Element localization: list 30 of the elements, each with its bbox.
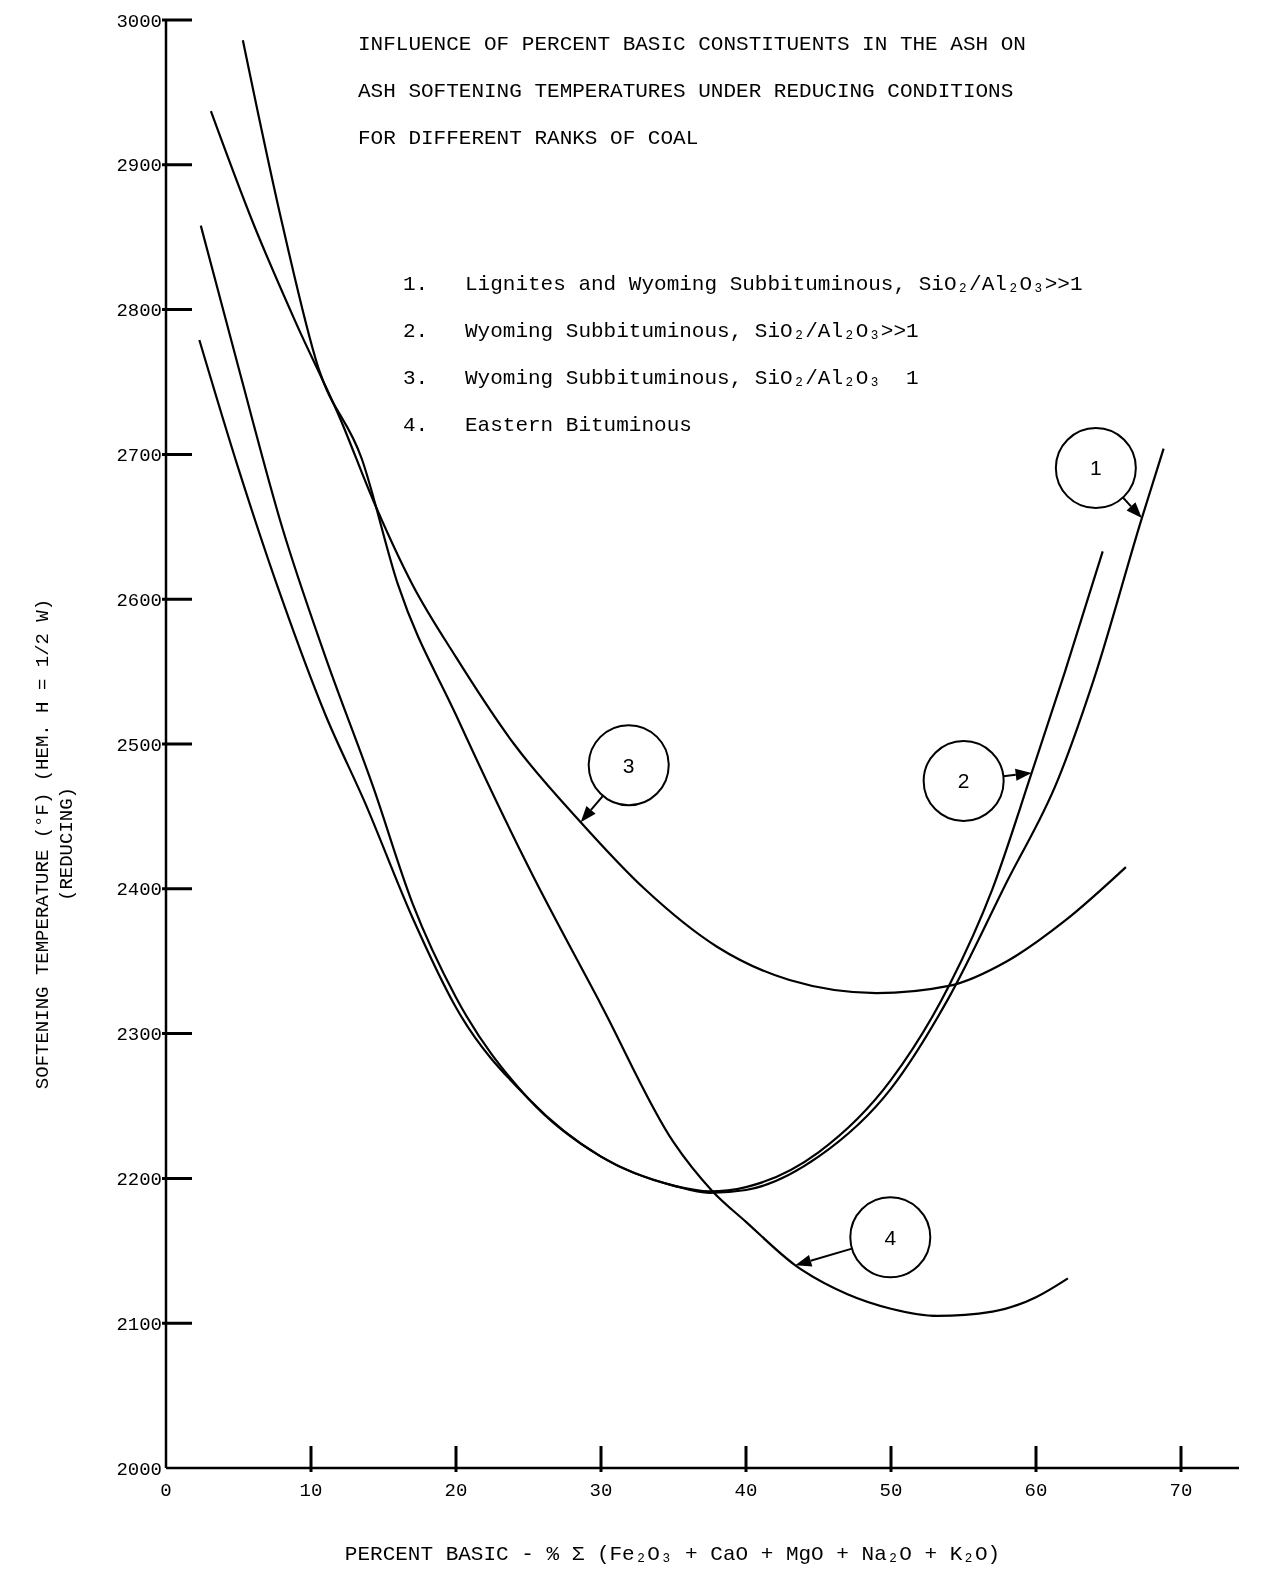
y-tick-label: 3000 bbox=[116, 10, 162, 33]
text: INFLUENCE OF PERCENT BASIC CONSTITUENTS IN THE ASH ON ASH SOFTENING TEMPERATURES UNDER REDUCING CONDITIONS FOR DIFFERENT RANKS OF COAL bbox=[358, 33, 1026, 150]
y-tick-label: 2000 bbox=[116, 1458, 162, 1481]
x-tick-label: 30 bbox=[589, 1480, 613, 1502]
text: 3. Wyoming Subbituminous, SiO₂/Al₂O₃ 1 bbox=[403, 367, 919, 390]
y-axis-title: SOFTENING TEMPERATURE (°F) (HEM. H = 1/2 W) (REDUCING) bbox=[32, 598, 78, 1090]
x-tick-label: 60 bbox=[1024, 1480, 1048, 1502]
x-tick-label: 20 bbox=[444, 1480, 468, 1502]
y-tick-label: 2500 bbox=[116, 734, 162, 757]
text: 4. Eastern Bituminous bbox=[403, 414, 692, 437]
x-tick-label: 10 bbox=[299, 1480, 323, 1502]
x-tick-label: 70 bbox=[1169, 1480, 1193, 1502]
text: 2. Wyoming Subbituminous, SiO₂/Al₂O₃>>1 bbox=[403, 320, 919, 343]
text: 4 bbox=[884, 1225, 897, 1249]
y-tick-label: 2600 bbox=[116, 589, 162, 612]
text: 3 bbox=[622, 753, 635, 777]
x-tick-label: 40 bbox=[734, 1480, 758, 1502]
y-tick-label: 2800 bbox=[116, 300, 162, 323]
y-tick-label: 2100 bbox=[116, 1313, 162, 1336]
x-axis-title: PERCENT BASIC - % Σ (Fe₂O₃ + CaO + MgO + Na₂O + K₂O) bbox=[344, 1543, 1001, 1566]
y-tick-label: 2900 bbox=[116, 155, 162, 178]
y-tick-label: 2700 bbox=[116, 445, 162, 468]
text: 1 bbox=[1090, 456, 1102, 480]
y-tick-label: 2300 bbox=[116, 1024, 162, 1047]
y-tick-label: 2200 bbox=[116, 1169, 162, 1192]
x-tick-label: 50 bbox=[879, 1480, 903, 1502]
legend-label: 2 bbox=[957, 769, 970, 793]
x-tick-label: 0 bbox=[160, 1480, 172, 1502]
text: 1. Lignites and Wyoming Subbituminous, SiO₂/Al₂O₃>>1 bbox=[403, 273, 1083, 296]
y-tick-label: 2400 bbox=[116, 879, 162, 902]
